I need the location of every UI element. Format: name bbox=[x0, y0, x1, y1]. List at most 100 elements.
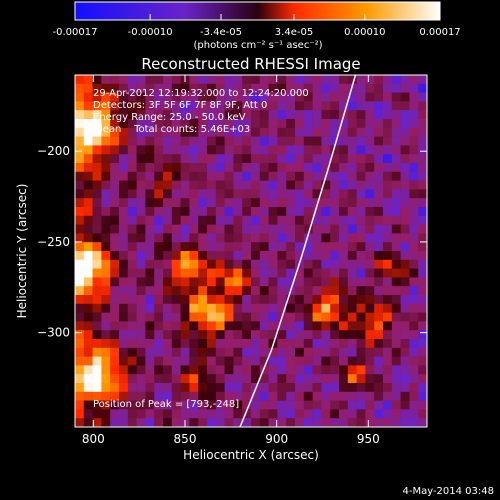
heatmap-cell bbox=[295, 215, 305, 225]
heatmap-cell bbox=[198, 321, 208, 331]
heatmap-cell bbox=[171, 312, 181, 322]
heatmap-cell bbox=[356, 409, 366, 419]
heatmap-cell bbox=[391, 154, 401, 164]
heatmap-cell bbox=[145, 101, 155, 111]
heatmap-cell bbox=[303, 347, 313, 357]
heatmap-cell bbox=[127, 180, 137, 190]
heatmap-cell bbox=[163, 312, 173, 322]
heatmap-cell bbox=[391, 418, 401, 427]
heatmap-cell bbox=[356, 75, 366, 85]
heatmap-cell bbox=[180, 268, 190, 278]
heatmap-cell bbox=[356, 189, 366, 199]
heatmap-cell bbox=[356, 295, 366, 305]
heatmap-cell bbox=[127, 171, 137, 181]
heatmap-cell bbox=[171, 75, 181, 85]
heatmap-cell bbox=[154, 119, 164, 129]
heatmap-cell bbox=[330, 295, 340, 305]
heatmap-cell bbox=[75, 163, 85, 173]
heatmap-cell bbox=[330, 233, 340, 243]
heatmap-cell bbox=[198, 391, 208, 401]
heatmap-cell bbox=[286, 339, 296, 349]
heatmap-cell bbox=[286, 83, 296, 93]
heatmap-cell bbox=[356, 268, 366, 278]
heatmap-cell bbox=[303, 259, 313, 269]
heatmap-cell bbox=[189, 215, 199, 225]
heatmap-cell bbox=[189, 374, 199, 384]
heatmap-cell bbox=[233, 374, 243, 384]
heatmap-cell bbox=[92, 321, 102, 331]
heatmap-cell bbox=[321, 321, 331, 331]
heatmap-cell bbox=[163, 207, 173, 217]
heatmap-cell bbox=[136, 295, 146, 305]
heatmap-cell bbox=[383, 207, 393, 217]
heatmap-cell bbox=[83, 295, 93, 305]
heatmap-cell bbox=[207, 154, 217, 164]
heatmap-cell bbox=[312, 259, 322, 269]
heatmap-cell bbox=[321, 127, 331, 137]
heatmap-cell bbox=[418, 365, 427, 375]
heatmap-cell bbox=[154, 330, 164, 340]
heatmap-cell bbox=[127, 92, 137, 102]
heatmap-cell bbox=[198, 409, 208, 419]
heatmap-cell bbox=[251, 251, 261, 261]
heatmap-cell bbox=[391, 303, 401, 313]
heatmap-cell bbox=[119, 189, 129, 199]
heatmap-cell bbox=[215, 215, 225, 225]
heatmap-cell bbox=[136, 224, 146, 234]
heatmap-cell bbox=[163, 136, 173, 146]
heatmap-cell bbox=[163, 180, 173, 190]
heatmap-cell bbox=[127, 356, 137, 366]
heatmap-cell bbox=[391, 339, 401, 349]
heatmap-cell bbox=[251, 400, 261, 410]
heatmap-cell bbox=[154, 295, 164, 305]
heatmap-cell bbox=[207, 233, 217, 243]
heatmap-cell bbox=[83, 101, 93, 111]
heatmap-cell bbox=[127, 189, 137, 199]
heatmap-cell bbox=[321, 145, 331, 155]
heatmap-cell bbox=[330, 92, 340, 102]
heatmap-cell bbox=[374, 303, 384, 313]
heatmap-cell bbox=[119, 110, 129, 120]
heatmap-cell bbox=[110, 409, 120, 419]
heatmap-cell bbox=[224, 83, 234, 93]
heatmap-cell bbox=[303, 312, 313, 322]
heatmap-cell bbox=[110, 189, 120, 199]
heatmap-cell bbox=[136, 268, 146, 278]
heatmap-cell bbox=[347, 145, 357, 155]
heatmap-cell bbox=[312, 154, 322, 164]
heatmap-cell bbox=[330, 224, 340, 234]
heatmap-cell bbox=[365, 295, 375, 305]
heatmap-cell bbox=[110, 145, 120, 155]
heatmap-cell bbox=[365, 75, 375, 85]
heatmap-cell bbox=[339, 233, 349, 243]
heatmap-cell bbox=[339, 101, 349, 111]
heatmap-cell bbox=[321, 347, 331, 357]
heatmap-cell bbox=[83, 136, 93, 146]
heatmap-cell bbox=[145, 347, 155, 357]
heatmap-cell bbox=[92, 180, 102, 190]
heatmap-cell bbox=[400, 268, 410, 278]
heatmap-cell bbox=[171, 83, 181, 93]
heatmap-cell bbox=[92, 224, 102, 234]
heatmap-cell bbox=[330, 127, 340, 137]
heatmap-cell bbox=[277, 251, 287, 261]
heatmap-cell bbox=[224, 409, 234, 419]
heatmap-cell bbox=[365, 110, 375, 120]
heatmap-cell bbox=[303, 101, 313, 111]
heatmap-cell bbox=[154, 233, 164, 243]
heatmap-cell bbox=[330, 136, 340, 146]
heatmap-cell bbox=[268, 356, 278, 366]
heatmap-cell bbox=[83, 110, 93, 120]
heatmap-cell bbox=[180, 400, 190, 410]
heatmap-cell bbox=[224, 207, 234, 217]
heatmap-cell bbox=[92, 268, 102, 278]
heatmap-cell bbox=[198, 154, 208, 164]
heatmap-cell bbox=[127, 101, 137, 111]
heatmap-cell bbox=[92, 277, 102, 287]
heatmap-cell bbox=[145, 321, 155, 331]
heatmap-cell bbox=[418, 374, 427, 384]
heatmap-cell bbox=[268, 207, 278, 217]
heatmap-cell bbox=[75, 180, 85, 190]
heatmap-cell bbox=[75, 119, 85, 129]
heatmap-cell bbox=[277, 418, 287, 427]
